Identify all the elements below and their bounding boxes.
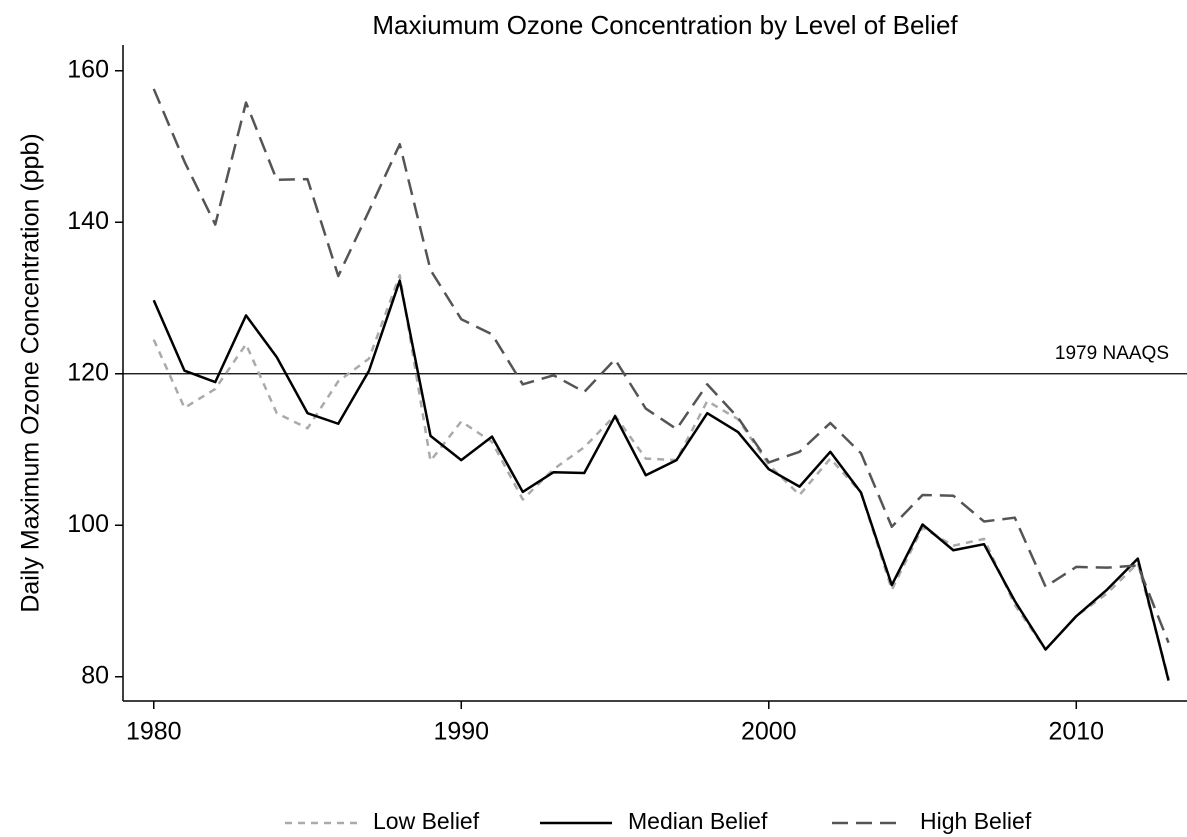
y-axis-label: Daily Maximum Ozone Concentration (ppb) [17,133,45,612]
x-tick-label: 1990 [433,718,489,746]
series-line [152,88,1170,644]
x-tick-label: 2000 [741,718,797,746]
legend-label: Median Belief [628,808,768,834]
legend-label: High Belief [920,808,1032,834]
y-tick-label: 120 [67,358,109,386]
y-tick-label: 140 [67,207,109,235]
x-tick-label: 1980 [126,718,182,746]
legend-label: Low Belief [373,808,480,834]
series-line [152,279,1170,681]
y-tick-label: 100 [67,510,109,538]
series-line [152,274,1170,679]
chart-title: Maxiumum Ozone Concentration by Level of… [372,10,958,40]
x-tick-label: 2010 [1048,718,1104,746]
y-tick-label: 160 [67,55,109,83]
reference-label: 1979 NAAQS [1055,343,1169,364]
y-tick-label: 80 [81,661,109,689]
